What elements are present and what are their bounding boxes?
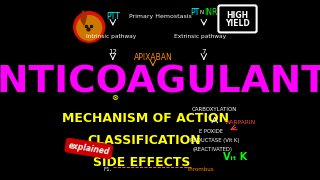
Text: 7: 7 [202,49,206,55]
Text: Thrombus: Thrombus [186,167,214,172]
Text: CARBOXYLATION: CARBOXYLATION [192,107,237,112]
Text: explained: explained [68,141,110,156]
Text: HIGH: HIGH [227,11,249,20]
Text: WARPARIN: WARPARIN [225,120,256,125]
Text: 12: 12 [108,49,117,55]
Text: CLASSIFICATION: CLASSIFICATION [87,134,201,147]
Text: INR: INR [204,8,218,17]
FancyBboxPatch shape [218,5,257,32]
Circle shape [77,16,101,40]
Text: SIDE EFFECTS: SIDE EFFECTS [93,156,191,168]
Text: F1.: F1. [103,167,112,172]
Text: MECHANISM OF ACTION: MECHANISM OF ACTION [62,112,229,125]
Text: APIXABAN: APIXABAN [133,53,172,62]
Text: Primary Hemostasis: Primary Hemostasis [129,14,192,19]
Text: YIELD: YIELD [225,19,250,28]
Text: REDUCTASE (Vit K): REDUCTASE (Vit K) [190,138,239,143]
Text: ANTICOAGULANTS: ANTICOAGULANTS [0,65,320,101]
Text: Intrinsic pathway: Intrinsic pathway [86,33,136,39]
Text: Vᵢₜ K: Vᵢₜ K [223,152,247,162]
Text: (REACTIVATED): (REACTIVATED) [193,147,233,152]
Text: N: N [200,10,204,15]
Polygon shape [81,11,86,25]
Circle shape [74,12,105,42]
Text: PTT: PTT [106,12,120,21]
Text: Extrinsic pathway: Extrinsic pathway [174,33,226,39]
Text: ⊗: ⊗ [111,93,118,102]
Text: E POXIDE: E POXIDE [199,129,223,134]
Text: PT: PT [190,8,199,17]
